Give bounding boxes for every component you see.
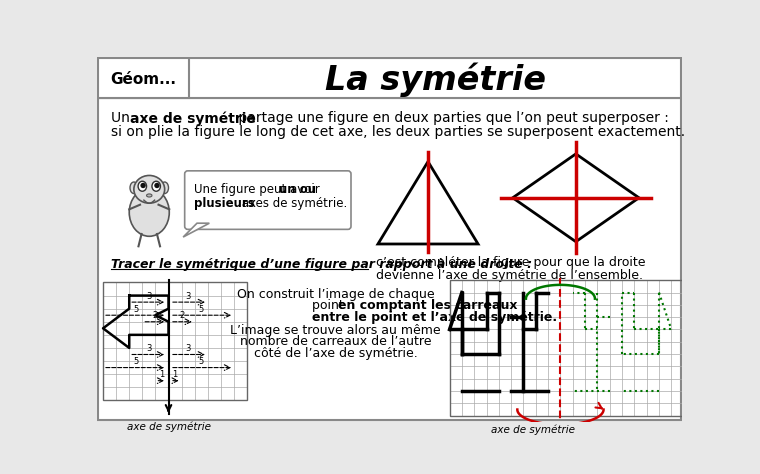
Text: L’image se trouve alors au même: L’image se trouve alors au même: [230, 324, 441, 337]
Text: si on plie la figure le long de cet axe, les deux parties se superposent exactem: si on plie la figure le long de cet axe,…: [111, 125, 685, 139]
Text: entre le point et l’axe de symétrie.: entre le point et l’axe de symétrie.: [312, 310, 558, 324]
FancyBboxPatch shape: [185, 171, 351, 229]
Text: nombre de carreaux de l’autre: nombre de carreaux de l’autre: [240, 335, 432, 348]
Text: partage une figure en deux parties que l’on peut superposer :: partage une figure en deux parties que l…: [234, 111, 669, 126]
Text: 2: 2: [153, 311, 158, 320]
Text: côté de l’axe de symétrie.: côté de l’axe de symétrie.: [254, 347, 417, 360]
Text: Tracer le symétrique d’une figure par rapport à une droite :: Tracer le symétrique d’une figure par ra…: [111, 258, 532, 271]
Text: 3: 3: [146, 344, 151, 353]
Text: un ou: un ou: [280, 183, 316, 196]
Circle shape: [154, 183, 160, 188]
Text: 5: 5: [133, 305, 138, 314]
Text: Géom...: Géom...: [110, 73, 176, 88]
Text: devienne l’axe de symétrie de l’ensemble.: devienne l’axe de symétrie de l’ensemble…: [375, 269, 643, 282]
Text: On construit l’image de chaque: On construit l’image de chaque: [237, 288, 435, 301]
Ellipse shape: [130, 182, 138, 193]
Bar: [99, 58, 680, 99]
Ellipse shape: [152, 181, 160, 191]
Text: 1: 1: [160, 370, 165, 379]
Text: 5: 5: [133, 357, 138, 366]
Text: axes de symétrie.: axes de symétrie.: [238, 197, 347, 210]
Bar: [99, 99, 680, 420]
Text: plusieurs: plusieurs: [194, 197, 255, 210]
Bar: [103, 283, 247, 401]
Text: 3: 3: [185, 344, 191, 353]
Text: axe de symétrie: axe de symétrie: [126, 421, 211, 432]
Text: Une figure peut avoir: Une figure peut avoir: [194, 183, 324, 196]
Bar: [99, 58, 189, 99]
Ellipse shape: [138, 181, 147, 191]
Text: axe de symétrie: axe de symétrie: [130, 111, 256, 126]
Text: Un: Un: [111, 111, 134, 126]
Text: 2: 2: [179, 311, 184, 320]
Text: en comptant les carreaux: en comptant les carreaux: [338, 299, 518, 312]
Ellipse shape: [129, 189, 169, 237]
Bar: [450, 280, 684, 416]
Ellipse shape: [147, 194, 152, 197]
Text: La symétrie: La symétrie: [325, 63, 546, 97]
Ellipse shape: [134, 175, 165, 203]
Text: c’est compléter la figure pour que la droite: c’est compléter la figure pour que la dr…: [375, 256, 645, 269]
Text: 3: 3: [146, 292, 151, 301]
Text: 3: 3: [185, 292, 191, 301]
Text: 1: 1: [173, 370, 178, 379]
Text: point: point: [312, 299, 348, 312]
Ellipse shape: [161, 182, 169, 193]
Text: 5: 5: [198, 357, 204, 366]
Text: 5: 5: [198, 305, 204, 314]
Polygon shape: [183, 223, 209, 237]
Text: axe de symétrie: axe de symétrie: [492, 424, 575, 435]
Circle shape: [141, 183, 146, 188]
